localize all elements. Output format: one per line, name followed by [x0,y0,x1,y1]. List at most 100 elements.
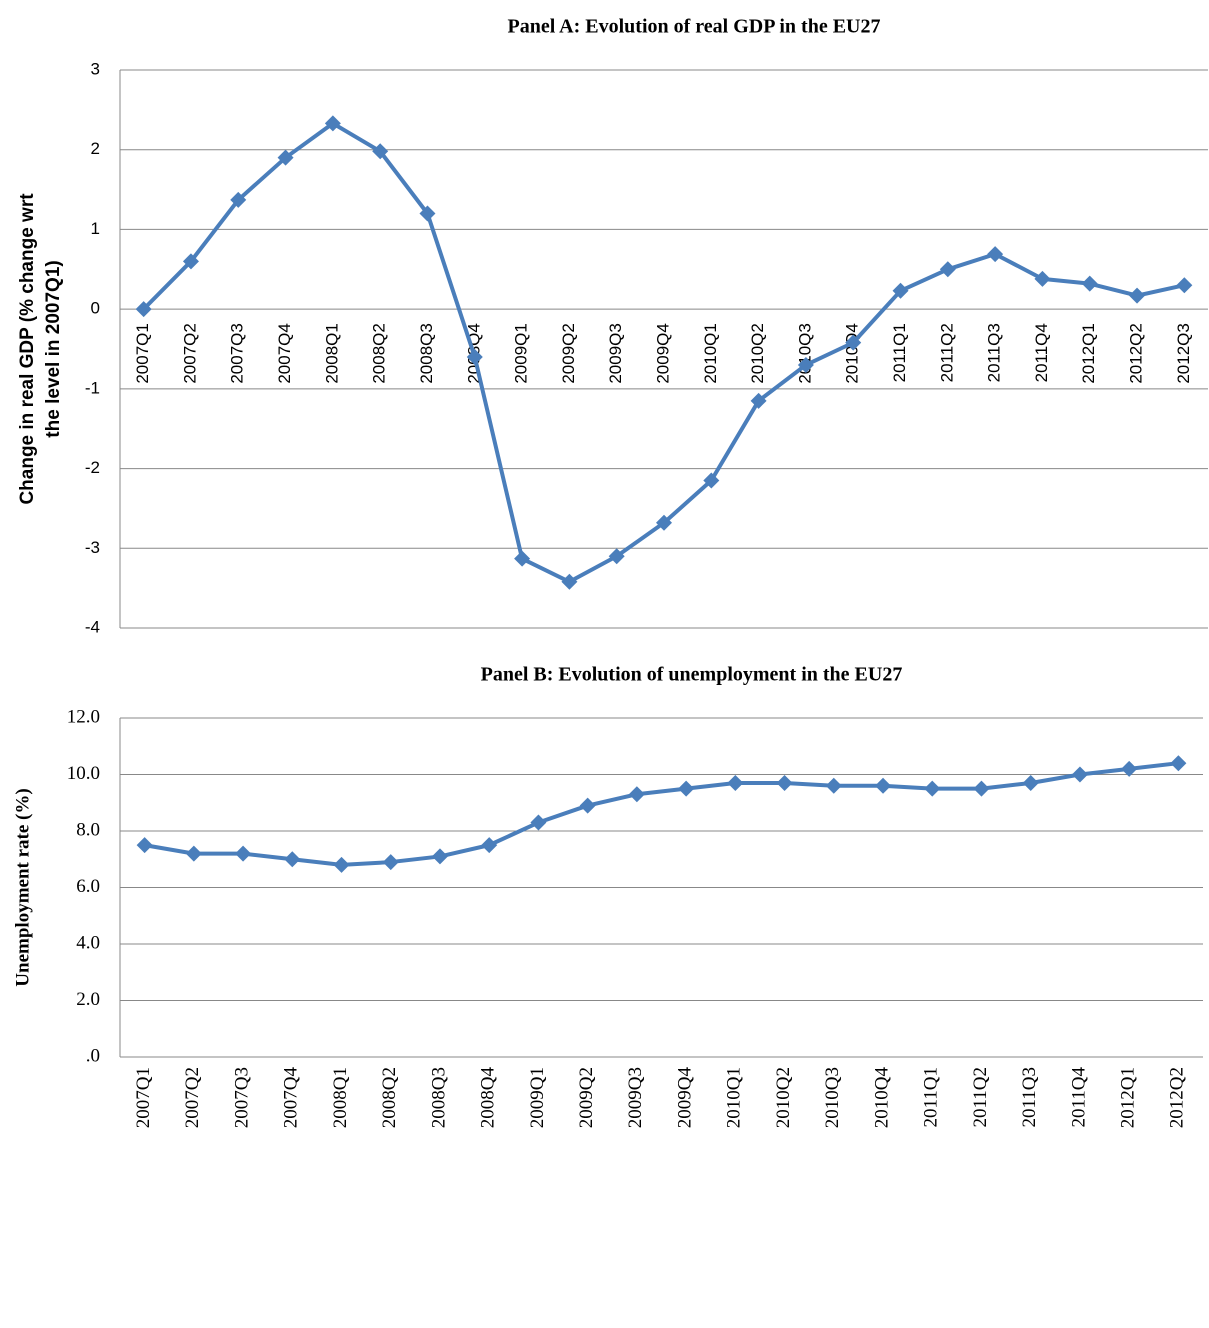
data-point [333,856,350,873]
x-tick-label: 2010Q1 [724,1067,745,1128]
data-point [185,845,202,862]
data-point [656,514,672,531]
x-tick-label: 2011Q1 [921,1067,942,1128]
x-tick-label: 2011Q4 [1032,323,1051,382]
data-point [431,848,448,865]
x-tick-label: 2007Q1 [133,323,152,384]
x-tick-label: 2008Q1 [322,323,341,384]
data-point [1121,760,1138,777]
data-point [1034,270,1051,287]
y-tick-label: 8.0 [76,819,100,840]
y-axis-label: Unemployment rate (%) [12,788,33,986]
data-point [230,191,247,208]
x-tick-label: 2011Q2 [937,323,956,382]
data-point [135,301,152,318]
x-tick-label: 2011Q2 [970,1067,991,1128]
data-point [324,115,341,132]
data-point [136,837,153,854]
x-tick-label: 2011Q1 [890,323,909,382]
data-point [579,797,596,814]
x-tick-label: 2012Q2 [1167,1067,1188,1128]
data-point [1170,755,1187,772]
data-point [924,780,941,797]
data-point [678,780,695,797]
data-point [987,246,1004,263]
y-axis-label: the level in 2007Q1) [43,260,64,437]
x-tick-label: 2011Q4 [1068,1067,1089,1128]
x-tick-label: 2011Q3 [985,323,1004,382]
y-axis-label: Change in real GDP (% change wrt [17,193,38,505]
data-point [1071,766,1088,783]
x-tick-label: 2009Q2 [576,1067,597,1128]
data-point [727,774,744,791]
data-point [892,282,909,299]
x-tick-label: 2012Q3 [1174,323,1193,384]
y-tick-label: -3 [85,538,100,557]
x-tick-label: 2008Q2 [379,1067,400,1128]
x-tick-label: 2009Q1 [527,1067,548,1128]
x-tick-label: 2009Q3 [625,1067,646,1128]
data-point [750,392,767,409]
x-tick-label: 2010Q1 [701,323,720,384]
data-point [797,356,814,373]
chart-title: Panel B: Evolution of unemployment in th… [481,664,903,686]
data-point [235,845,252,862]
y-tick-label: 6.0 [76,876,100,897]
data-point [561,573,578,590]
data-point [514,550,531,567]
y-tick-label: -4 [85,617,100,636]
x-tick-label: 2007Q3 [228,323,247,384]
data-point [372,143,389,160]
x-tick-label: 2007Q1 [133,1067,154,1128]
x-tick-label: 2007Q2 [180,323,199,384]
x-tick-label: 2007Q4 [275,323,294,384]
data-point [776,774,793,791]
x-tick-label: 2008Q1 [330,1067,351,1128]
y-tick-label: 2 [91,139,100,158]
x-tick-label: 2012Q2 [1127,323,1146,384]
x-tick-label: 2007Q2 [182,1067,203,1128]
data-point [466,348,483,365]
data-point [419,205,436,222]
chart-title: Panel A: Evolution of real GDP in the EU… [508,16,881,38]
data-point [530,814,547,831]
x-tick-label: 2009Q4 [674,1067,695,1129]
x-tick-label: 2009Q3 [606,323,625,384]
x-tick-label: 2008Q3 [417,323,436,384]
y-tick-label: 3 [91,59,100,78]
y-tick-label: 4.0 [76,932,100,953]
data-point [382,854,399,871]
data-point [1176,277,1193,294]
data-point [182,253,199,270]
data-point [481,837,498,854]
y-tick-label: -1 [85,378,100,397]
y-tick-label: -2 [85,458,100,477]
data-point [1129,287,1146,304]
x-tick-label: 2012Q1 [1079,323,1098,384]
y-tick-label: 2.0 [76,989,100,1010]
data-point [1022,774,1039,791]
data-point [284,851,301,868]
data-point [1081,275,1098,292]
y-tick-label: 0 [91,299,100,318]
data-point [939,261,956,278]
x-tick-label: 2010Q4 [843,323,862,384]
x-tick-label: 2012Q1 [1118,1067,1139,1128]
data-point [825,777,842,794]
y-tick-label: 12.0 [67,706,100,727]
data-point [875,777,892,794]
data-point [973,780,990,797]
x-tick-label: 2007Q4 [281,1067,302,1129]
y-tick-label: .0 [86,1045,100,1066]
x-tick-label: 2010Q3 [822,1067,843,1128]
data-point [608,548,625,565]
x-tick-label: 2008Q3 [428,1067,449,1128]
data-line [144,761,1179,867]
y-tick-label: 1 [91,219,100,238]
x-tick-label: 2009Q1 [512,323,531,384]
x-tick-label: 2010Q3 [795,323,814,384]
data-point [845,334,862,351]
x-tick-label: 2011Q3 [1019,1067,1040,1128]
x-tick-label: 2010Q2 [748,323,767,384]
